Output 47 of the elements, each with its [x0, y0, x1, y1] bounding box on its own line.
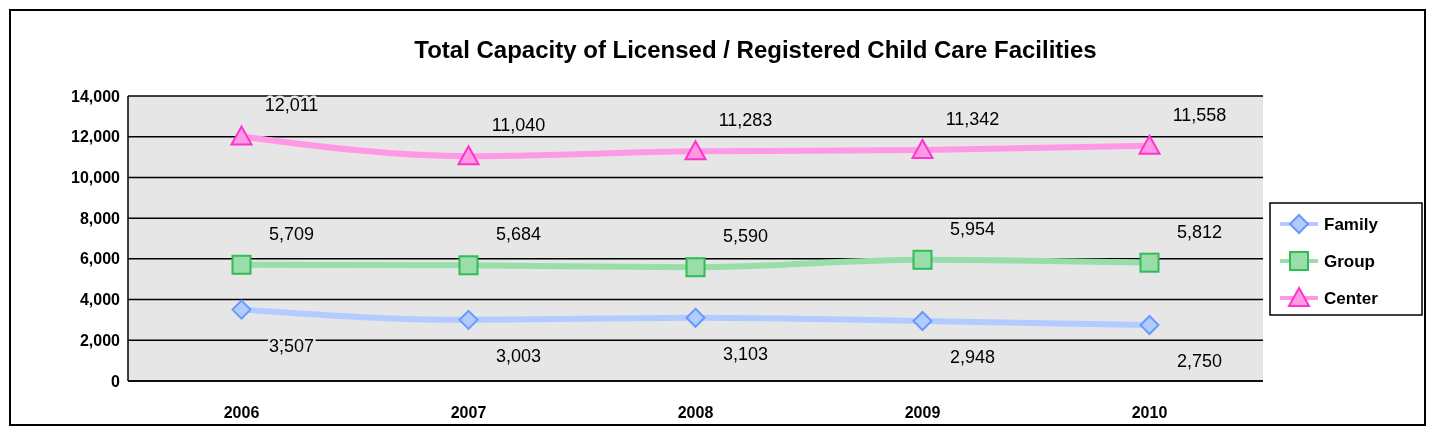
point	[684, 140, 707, 161]
x-tick-label: 2009	[904, 404, 941, 421]
data-label: 5,812	[1176, 221, 1223, 242]
y-tick-label: 14,000	[71, 87, 121, 105]
x-tick-label: 2007	[450, 404, 487, 421]
point	[912, 310, 933, 331]
point	[912, 249, 933, 270]
point	[685, 307, 706, 328]
y-tick-label: 0	[111, 372, 121, 390]
point	[457, 145, 480, 166]
point	[458, 255, 479, 276]
x-tick-label: 2008	[677, 404, 714, 421]
point	[231, 254, 252, 275]
legend-label: Family	[1324, 214, 1379, 234]
legend-label: Center	[1324, 288, 1379, 308]
x-tick-label: 2010	[1131, 404, 1168, 421]
data-label: 5,709	[268, 223, 315, 244]
data-label: 3,003	[495, 345, 542, 366]
data-label: 11,283	[718, 110, 773, 131]
x-tick-label: 2006	[223, 404, 260, 421]
point	[458, 309, 479, 330]
point	[911, 139, 934, 160]
data-label: 5,590	[722, 226, 769, 247]
data-label: 11,342	[945, 109, 1000, 130]
data-label: 3,103	[722, 343, 769, 364]
point	[230, 125, 253, 146]
data-label: 5,684	[495, 224, 542, 245]
data-label: 2,750	[1176, 351, 1223, 372]
point	[1138, 134, 1161, 155]
y-tick-label: 6,000	[79, 250, 121, 268]
legend-label: Group	[1324, 251, 1375, 271]
y-tick-label: 8,000	[79, 209, 121, 227]
y-tick-label: 4,000	[79, 291, 121, 309]
y-tick-label: 10,000	[71, 169, 121, 187]
data-label: 11,040	[491, 115, 546, 136]
point	[685, 257, 706, 278]
y-tick-label: 12,000	[71, 128, 121, 146]
data-label: 5,954	[949, 218, 996, 239]
point	[1139, 315, 1160, 336]
y-tick-label: 2,000	[79, 331, 121, 349]
data-label: 3,507	[268, 335, 315, 356]
chart-title: Total Capacity of Licensed / Registered Child Care Facilities	[414, 36, 1097, 63]
point	[1139, 252, 1160, 273]
data-label: 2,948	[949, 346, 996, 367]
data-label: 12,011	[264, 95, 319, 116]
point	[231, 299, 252, 320]
data-label: 11,558	[1172, 104, 1227, 125]
